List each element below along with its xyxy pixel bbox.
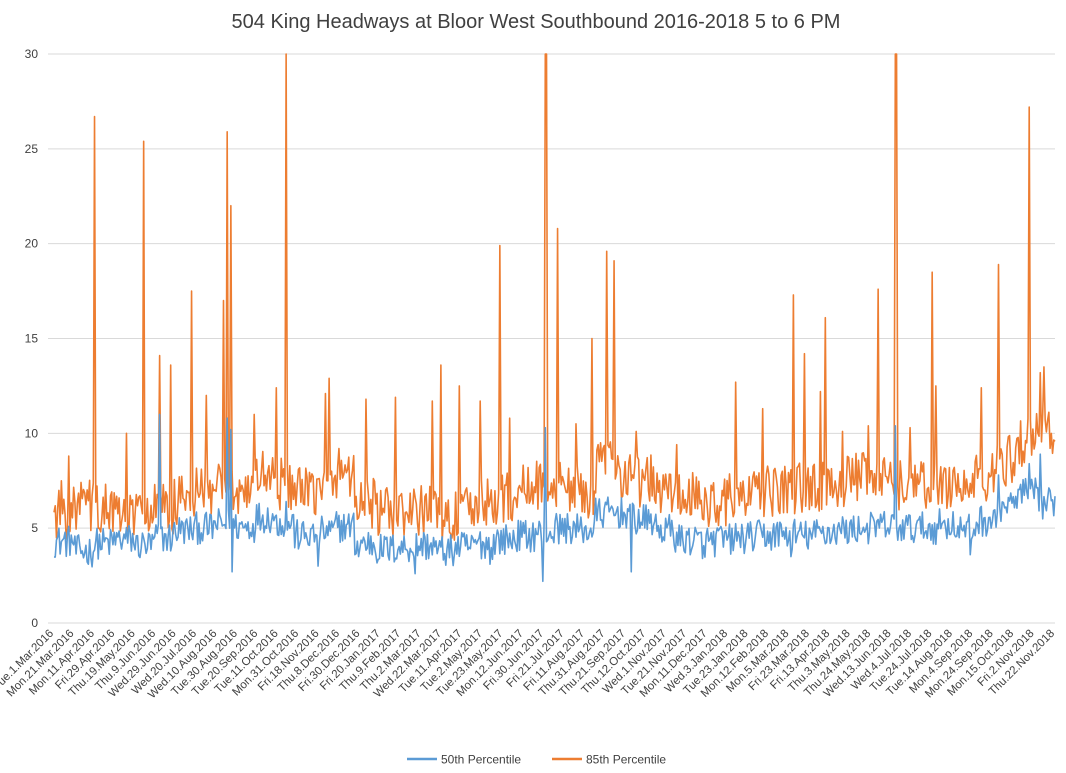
series-85th-line xyxy=(53,53,1056,543)
y-tick-label: 25 xyxy=(25,142,39,156)
series-50th-line xyxy=(53,413,1056,583)
legend-label-50th: 50th Percentile xyxy=(441,753,521,767)
y-tick-label: 0 xyxy=(31,616,38,630)
y-tick-label: 10 xyxy=(25,426,39,440)
y-axis-ticks: 0 5 10 15 20 25 30 xyxy=(25,47,39,630)
x-axis-ticks: Tue.1.Mar.2016Mon.21.Mar.2016Mon.11.Apr.… xyxy=(0,628,1057,701)
legend-label-85th: 85th Percentile xyxy=(586,753,666,767)
y-tick-label: 20 xyxy=(25,237,39,251)
legend-item-85th: 85th Percentile xyxy=(552,753,666,767)
series-lines xyxy=(53,53,1056,583)
legend-item-50th: 50th Percentile xyxy=(407,753,521,767)
legend: 50th Percentile 85th Percentile xyxy=(407,753,666,767)
chart-title: 504 King Headways at Bloor West Southbou… xyxy=(232,11,841,33)
gridlines xyxy=(48,53,1055,624)
y-tick-label: 30 xyxy=(25,47,39,61)
y-tick-label: 15 xyxy=(25,332,39,346)
y-tick-label: 5 xyxy=(31,521,38,535)
